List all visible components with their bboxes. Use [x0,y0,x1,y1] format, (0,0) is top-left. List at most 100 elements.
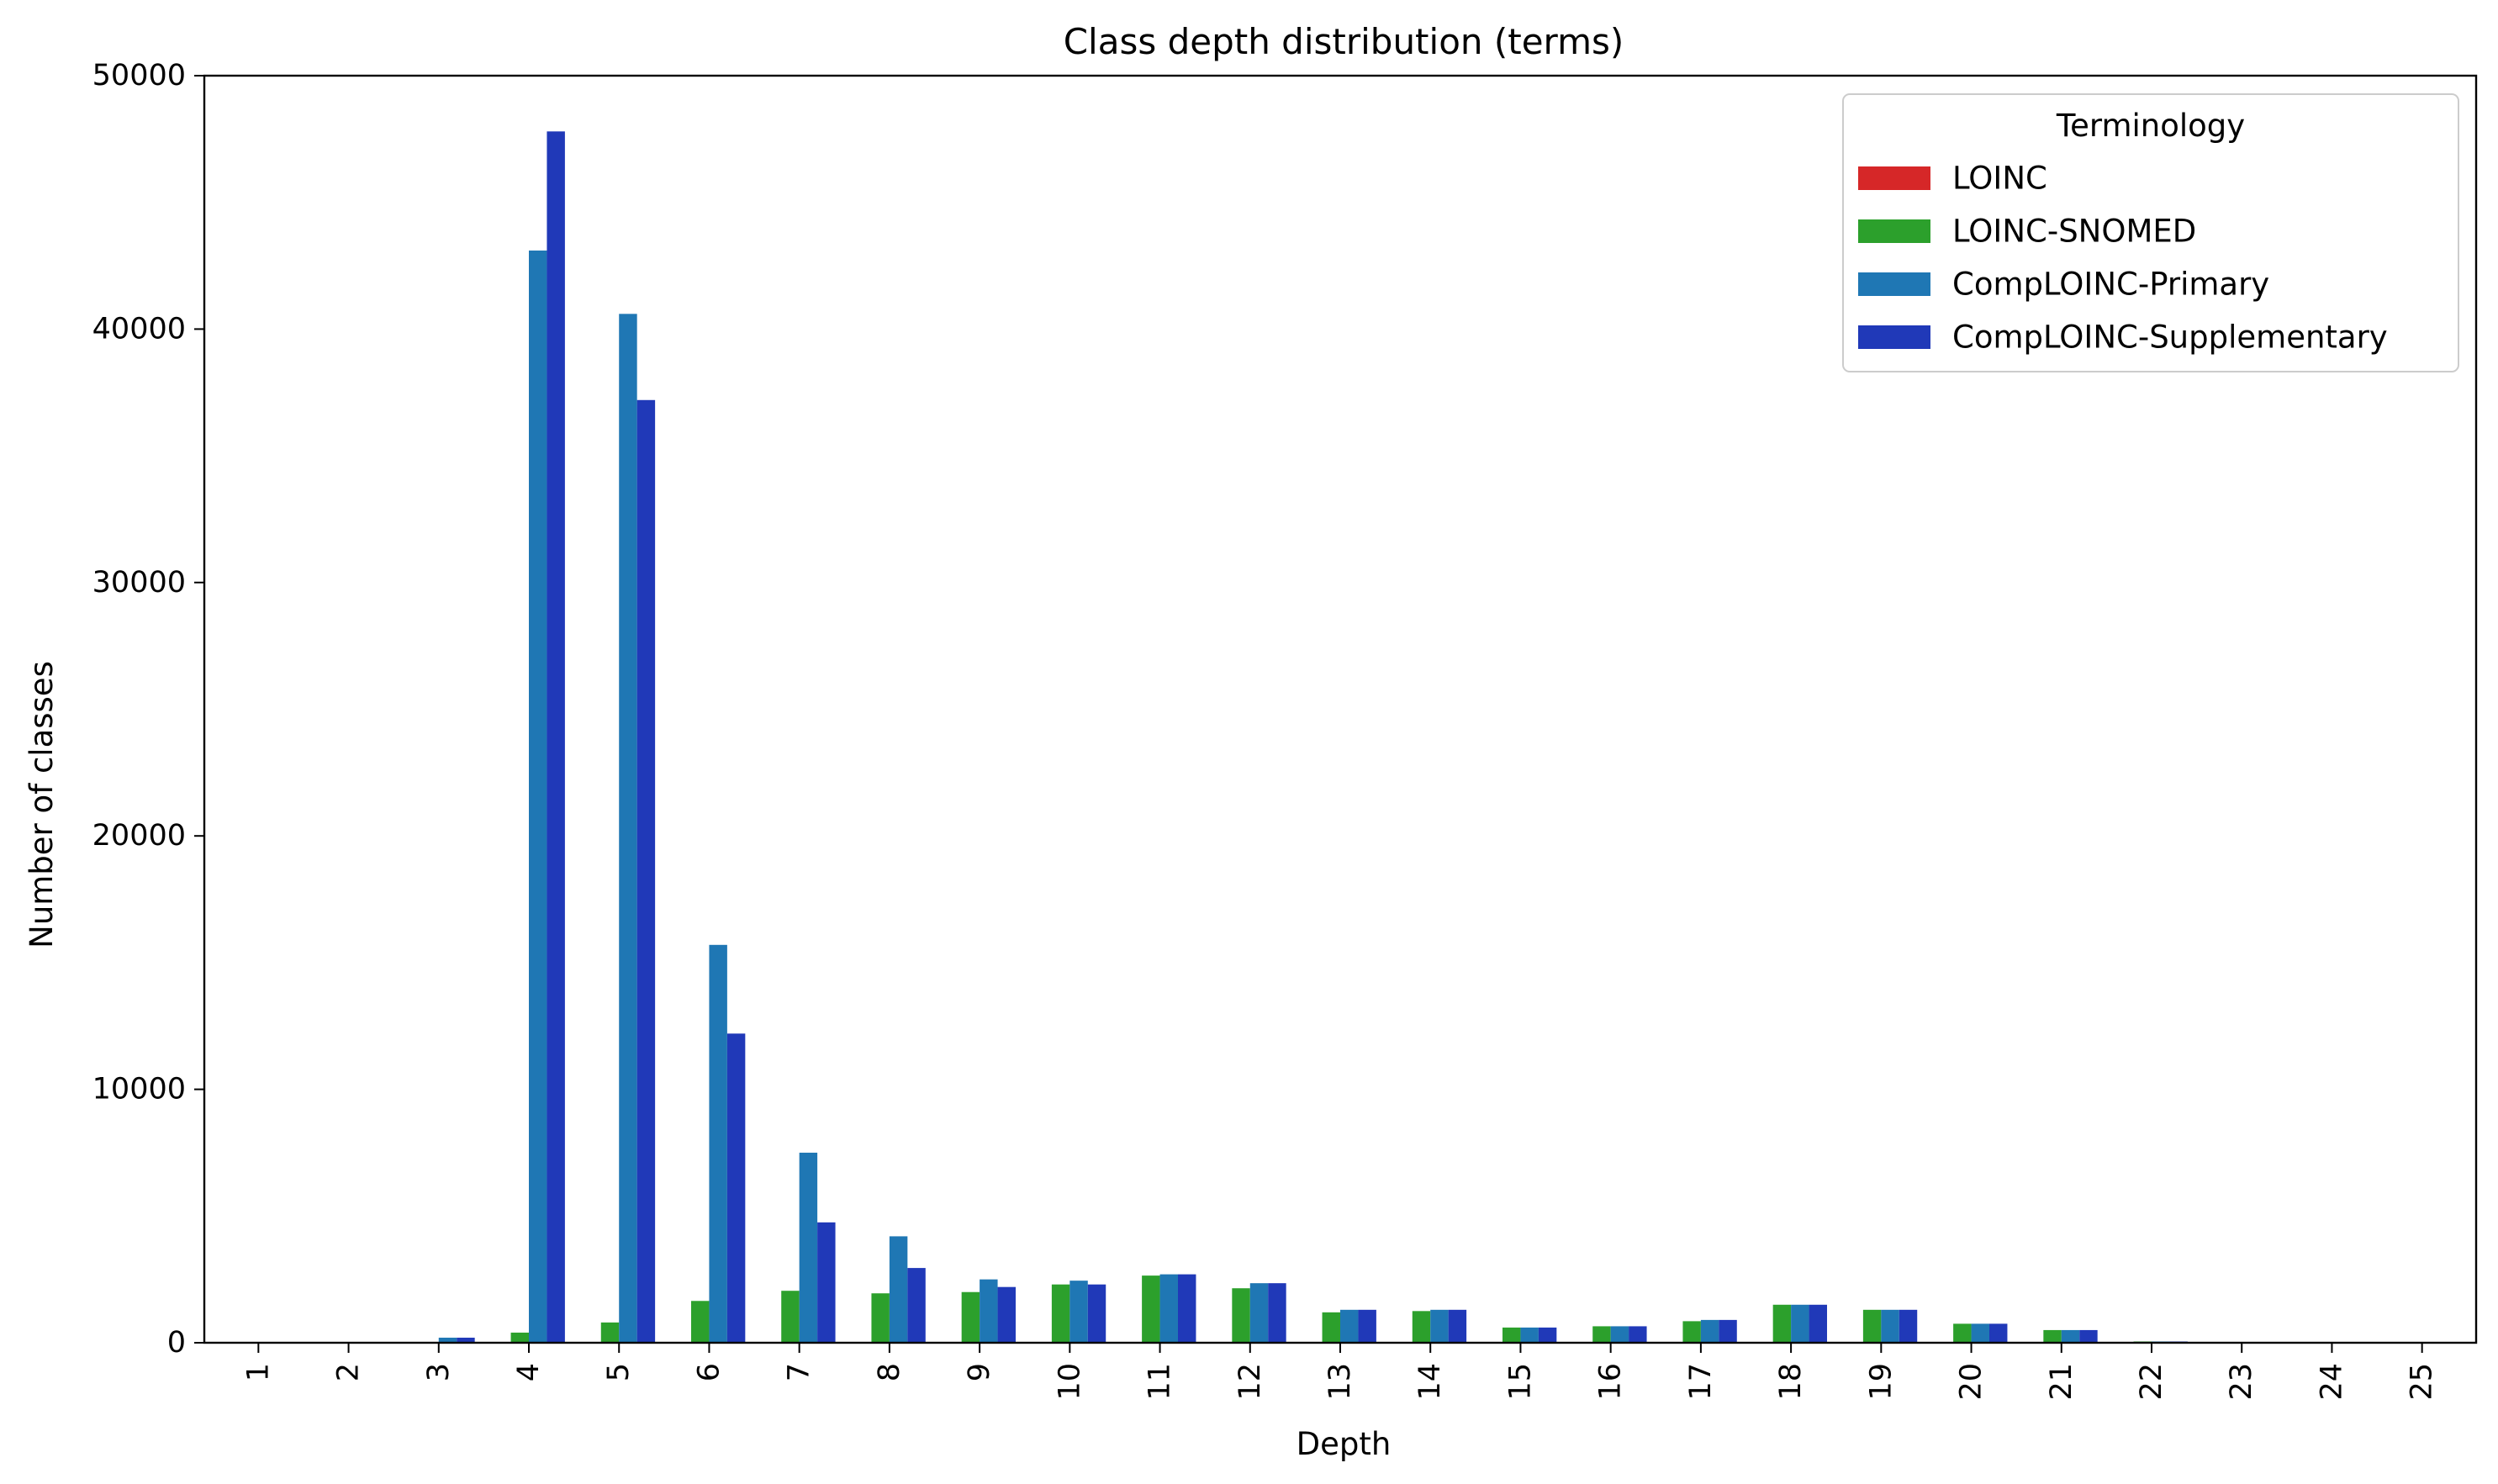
bar [438,1337,457,1343]
x-tick-label: 5 [602,1363,636,1381]
bar [1629,1326,1647,1343]
x-tick-label: 6 [692,1363,726,1381]
x-tick-label: 15 [1503,1363,1537,1401]
bar [1249,1283,1269,1343]
x-tick-label: 8 [873,1363,906,1381]
bar [1340,1309,1359,1343]
bar [1899,1309,1918,1343]
bar [1268,1283,1286,1343]
x-tick-label: 4 [512,1363,546,1381]
bar [726,1033,746,1343]
y-tick-label: 50000 [92,59,186,92]
legend-label: CompLOINC-Primary [1952,267,2269,303]
legend-swatch [1858,325,1930,349]
x-tick-label: 14 [1413,1363,1447,1401]
x-tick-label: 2 [332,1363,366,1381]
y-axis: 0 10000 20000 30000 40000 50000 [92,59,204,1360]
bar [1953,1323,1972,1343]
x-tick-label: 20 [1955,1363,1988,1401]
bar [1358,1309,1376,1343]
bar [1809,1304,1827,1343]
bar [2079,1329,2098,1343]
bar [980,1279,998,1343]
bar [1682,1321,1701,1343]
x-tick-label: 18 [1774,1363,1808,1401]
bar [691,1301,710,1343]
y-tick-label: 30000 [92,566,186,599]
x-tick-label: 23 [2225,1363,2258,1401]
bar [1791,1304,1809,1343]
bar [1322,1312,1340,1343]
legend-label: LOINC-SNOMED [1952,214,2196,250]
bars-group [348,131,2188,1344]
x-tick-label: 21 [2045,1363,2078,1401]
x-tick-label: 1 [241,1363,275,1381]
bar [2043,1329,2062,1343]
bar [1772,1304,1792,1343]
bar [1538,1327,1557,1343]
legend-title: Terminology [2056,108,2245,144]
x-tick-label: 25 [2406,1363,2439,1401]
x-tick-label: 22 [2135,1363,2168,1401]
bar [871,1293,890,1343]
legend-swatch [1858,272,1930,296]
legend-label: CompLOINC-Supplementary [1952,320,2388,356]
x-tick-label: 9 [963,1363,996,1381]
bar [709,944,727,1343]
bar [907,1268,926,1343]
legend-items: LOINC LOINC-SNOMED CompLOINC-Primary CompLO… [1858,161,2388,356]
legend-swatch [1858,166,1930,190]
bar [889,1236,908,1343]
x-tick-label: 16 [1594,1363,1628,1401]
bar [1592,1326,1611,1343]
legend-swatch [1858,219,1930,243]
legend-label: LOINC [1952,161,2047,197]
bar [600,1322,620,1343]
bar [510,1332,529,1343]
bar [1448,1309,1467,1343]
bar [2061,1329,2080,1343]
bar [1989,1323,2008,1343]
bar [1610,1326,1629,1343]
bar [636,399,656,1343]
bar [1069,1281,1088,1343]
x-axis-label: Depth [1297,1426,1392,1462]
x-tick-label: 10 [1053,1363,1086,1401]
y-tick-label: 0 [167,1326,186,1360]
plot-frame [203,74,2478,1344]
x-tick-label: 24 [2315,1363,2348,1401]
x-tick-label: 13 [1323,1363,1357,1401]
bar [1142,1275,1160,1343]
bar [619,314,637,1343]
x-tick-label: 19 [1864,1363,1898,1401]
bar [961,1291,980,1343]
y-tick-label: 20000 [92,819,186,853]
bar [1719,1319,1737,1343]
legend-box [1842,93,2459,372]
bar [1881,1309,1899,1343]
bar [547,131,565,1344]
bar [1700,1319,1719,1343]
bar [1412,1311,1431,1343]
plot-area: 1 2 3 4 5 6 7 8 9 10 11 12 13 14 15 16 17 18 19 20 21 22 23 24 2… [92,59,2478,1401]
bar [817,1222,836,1343]
bar [997,1286,1016,1343]
x-axis: 1 2 3 4 5 6 7 8 9 10 11 12 13 14 15 16 17 18 19 20 21 22 23 24 2… [241,1343,2439,1401]
legend: Terminology LOINC LOINC-SNOMED CompLOINC-P… [1842,93,2459,372]
x-tick-label: 12 [1233,1363,1267,1401]
bar [1087,1284,1106,1343]
bar [799,1152,818,1343]
chart-title: Class depth distribution (terms) [1064,21,1624,62]
y-tick-label: 10000 [92,1073,186,1106]
bar [781,1291,800,1343]
bar [1502,1327,1521,1343]
bar [457,1337,475,1343]
y-tick-label: 40000 [92,312,186,346]
bar [1862,1309,1882,1343]
bar [1051,1284,1070,1343]
bar [1178,1274,1196,1343]
y-axis-label: Number of classes [24,661,60,948]
bar [1430,1309,1449,1343]
x-tick-label: 3 [422,1363,456,1381]
